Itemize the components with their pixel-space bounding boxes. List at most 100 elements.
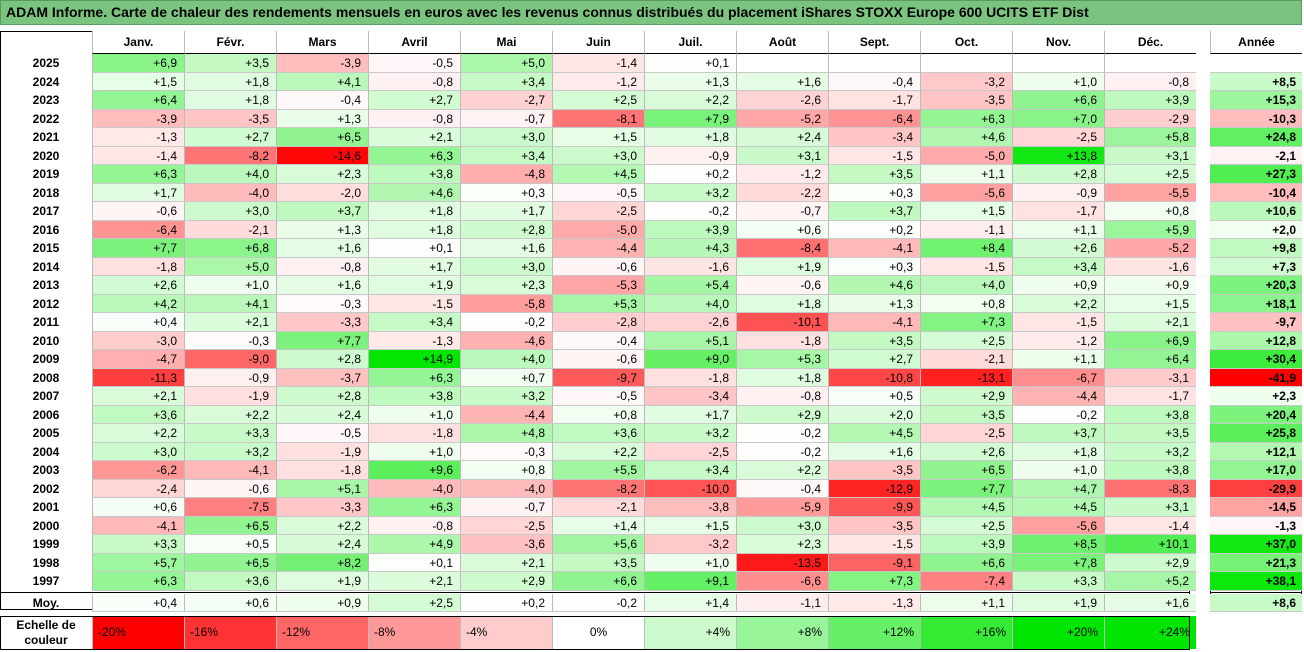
heatmap-cell: -2,2 (736, 183, 828, 202)
heatmap-cell: +1,5 (920, 202, 1012, 221)
heatmap-cell: -1,6 (1104, 257, 1196, 276)
heatmap-cell: +1,7 (460, 202, 552, 221)
heatmap-cell: +3,3 (184, 424, 276, 443)
heatmap-cell: +1,5 (1104, 294, 1196, 313)
heatmap-cell: +2,6 (1012, 239, 1104, 258)
heatmap-cell: +4,5 (920, 498, 1012, 517)
annual-cell: -29,9 (1210, 479, 1302, 498)
heatmap-cell: +3,5 (1104, 424, 1196, 443)
heatmap-cell: +4,5 (552, 165, 644, 184)
annual-cell: +17,0 (1210, 461, 1302, 480)
heatmap-cell: +8,4 (920, 239, 1012, 258)
heatmap-cell: +1,3 (276, 109, 368, 128)
heatmap-cell: +4,1 (184, 294, 276, 313)
heatmap-cell: -4,4 (1012, 387, 1104, 406)
heatmap-cell: -14,6 (276, 146, 368, 165)
heatmap-cell: +3,0 (460, 128, 552, 147)
year-label: 2009 (32, 352, 60, 366)
heatmap-cell: +1,8 (184, 91, 276, 110)
heatmap-cell: -1,8 (644, 368, 736, 387)
heatmap-cell: +2,5 (920, 516, 1012, 535)
year-label: 2000 (32, 518, 60, 533)
heatmap-cell: +6,9 (1104, 331, 1196, 350)
heatmap-cell: -6,4 (828, 109, 920, 128)
average-cell: +0,2 (460, 593, 552, 612)
heatmap-cell: +2,2 (276, 516, 368, 535)
heatmap-cell: -0,6 (552, 350, 644, 369)
heatmap-cell: -0,8 (276, 257, 368, 276)
heatmap-cell: +1,1 (1012, 350, 1104, 369)
annual-cell: +24,8 (1210, 128, 1302, 147)
heatmap-cell: -2,5 (644, 442, 736, 461)
year-label: 2004 (32, 444, 60, 459)
heatmap-cell: -0,8 (368, 516, 460, 535)
heatmap-cell: +3,3 (1012, 572, 1104, 591)
heatmap-cell: +0,6 (92, 498, 184, 517)
heatmap-cell: -1,5 (920, 257, 1012, 276)
heatmap-cell: -0,9 (184, 368, 276, 387)
year-label: 2014 (32, 259, 60, 274)
annual-cell: +2,0 (1210, 220, 1302, 239)
heatmap-cell: +3,2 (644, 183, 736, 202)
scale-step: -4% (460, 616, 552, 649)
heatmap-cell: -1,5 (828, 535, 920, 554)
heatmap-cell: -13,1 (920, 368, 1012, 387)
heatmap-cell: +1,8 (1012, 442, 1104, 461)
year-label: 2008 (32, 370, 60, 385)
heatmap-cell: +2,7 (368, 91, 460, 110)
heatmap-cell: -1,4 (552, 54, 644, 73)
heatmap-cell: +3,1 (736, 146, 828, 165)
heatmap-cell: +3,9 (1104, 91, 1196, 110)
heatmap-cell: -12,9 (828, 479, 920, 498)
heatmap-cell: -1,5 (1012, 313, 1104, 332)
heatmap-cell: -5,5 (1104, 183, 1196, 202)
heatmap-cell: -5,6 (1012, 516, 1104, 535)
annual-cell: -10,4 (1210, 183, 1302, 202)
heatmap-cell: +2,5 (1104, 165, 1196, 184)
year-label: 2016 (32, 222, 60, 237)
heatmap-cell: -0,9 (1012, 183, 1104, 202)
heatmap-cell: +0,8 (460, 461, 552, 480)
month-header: Avril (368, 31, 460, 54)
heatmap-cell: +1,0 (1012, 72, 1104, 91)
heatmap-cell: -4,7 (92, 350, 184, 369)
heatmap-cell: -1,2 (552, 72, 644, 91)
heatmap-cell: +4,5 (1012, 498, 1104, 517)
heatmap-cell: +6,3 (368, 368, 460, 387)
heatmap-cell: -3,5 (184, 109, 276, 128)
scale-label: Echelle de couleur (16, 618, 76, 647)
heatmap-cell: +7,7 (92, 239, 184, 258)
heatmap-cell: -0,3 (184, 331, 276, 350)
heatmap-cell: +6,3 (368, 498, 460, 517)
heatmap-cell: -6,6 (736, 572, 828, 591)
heatmap-cell: +1,8 (644, 128, 736, 147)
heatmap-cell: +6,4 (1104, 350, 1196, 369)
heatmap-cell: +6,3 (920, 109, 1012, 128)
annual-cell: +21,3 (1210, 553, 1302, 572)
heatmap-cell: +3,5 (828, 165, 920, 184)
average-cell: +0,6 (184, 593, 276, 612)
heatmap-cell: +3,6 (92, 405, 184, 424)
average-cell: +1,6 (1104, 593, 1196, 612)
heatmap-cell: -0,8 (368, 72, 460, 91)
year-label: 2002 (32, 481, 60, 496)
average-separator (0, 591, 1190, 593)
heatmap-cell: +2,6 (92, 276, 184, 295)
heatmap-cell: +2,1 (460, 553, 552, 572)
heatmap-cell: +0,2 (644, 165, 736, 184)
heatmap-cell: +2,1 (1104, 313, 1196, 332)
heatmap-cell: +0,3 (828, 257, 920, 276)
heatmap-cell: +1,9 (736, 257, 828, 276)
year-label: 2006 (32, 407, 60, 422)
annual-cell (1210, 54, 1302, 73)
annual-cell: +20,4 (1210, 405, 1302, 424)
heatmap-cell: -1,5 (828, 146, 920, 165)
heatmap-cell (920, 54, 1012, 73)
heatmap-cell: +3,2 (460, 387, 552, 406)
year-label: 2003 (32, 463, 60, 477)
heatmap-cell: -1,8 (368, 424, 460, 443)
heatmap-cell: +3,4 (1012, 257, 1104, 276)
heatmap-cell: -0,4 (828, 72, 920, 91)
month-header: Oct. (920, 31, 1012, 54)
heatmap-cell: -2,6 (644, 313, 736, 332)
